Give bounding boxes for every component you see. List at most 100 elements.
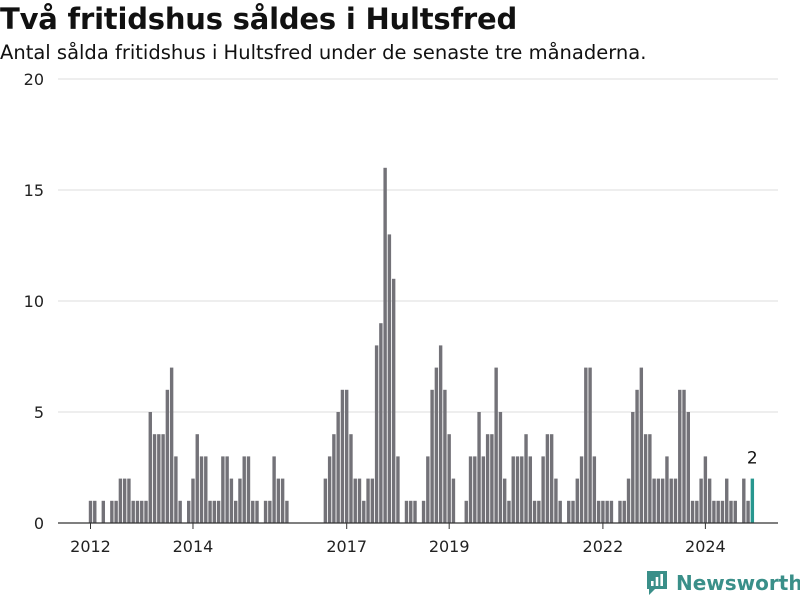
bar <box>720 500 725 523</box>
bar <box>626 478 631 523</box>
bar <box>345 389 349 523</box>
bar <box>579 456 584 523</box>
bar <box>609 500 614 523</box>
bar <box>558 500 562 523</box>
chart-title: Två fritidshus såldes i Hultsfred <box>0 2 518 36</box>
bar <box>135 500 140 523</box>
bar <box>678 389 682 523</box>
bar <box>567 500 571 523</box>
bar <box>195 434 199 523</box>
bar <box>152 434 157 523</box>
bar <box>554 478 558 523</box>
bar <box>212 500 217 523</box>
bar <box>545 434 550 523</box>
bar <box>695 500 699 523</box>
bar <box>191 478 195 523</box>
bar <box>451 478 456 523</box>
newsworthy-logo: Newsworthy <box>645 568 800 598</box>
y-tick-label: 0 <box>34 514 44 533</box>
bar <box>571 500 575 523</box>
bar <box>652 478 656 523</box>
bar <box>660 478 665 523</box>
bar <box>233 500 238 523</box>
bar <box>285 500 289 523</box>
x-tick-label: 2024 <box>685 537 726 556</box>
bar <box>665 456 669 523</box>
bar <box>157 434 161 523</box>
bar <box>575 478 579 523</box>
y-tick-label: 15 <box>24 181 44 200</box>
bar <box>131 500 135 523</box>
bar <box>272 456 276 523</box>
x-tick-label: 2022 <box>583 537 624 556</box>
bar <box>127 478 131 523</box>
bar <box>353 478 357 523</box>
bar <box>584 367 588 523</box>
bar <box>434 367 439 523</box>
bar <box>208 500 212 523</box>
bar <box>161 434 165 523</box>
bar <box>114 500 118 523</box>
newsworthy-logo-icon <box>647 571 667 595</box>
bar <box>716 500 720 523</box>
bar <box>349 434 353 523</box>
bar <box>707 478 712 523</box>
bar <box>204 456 208 523</box>
bar <box>280 478 285 523</box>
bar <box>712 500 716 523</box>
bar <box>426 456 430 523</box>
bar <box>502 478 507 523</box>
bar <box>511 456 515 523</box>
x-tick-label: 2012 <box>70 537 111 556</box>
bar <box>229 478 234 523</box>
bar <box>725 478 729 523</box>
bar <box>140 500 144 523</box>
bar <box>524 434 528 523</box>
bar <box>323 478 328 523</box>
bar <box>122 478 127 523</box>
bar <box>699 478 703 523</box>
bar <box>541 456 545 523</box>
bar <box>733 500 737 523</box>
bar <box>601 500 605 523</box>
bar <box>669 478 673 523</box>
bar <box>682 389 686 523</box>
y-tick-label: 20 <box>24 70 44 89</box>
bar <box>242 456 246 523</box>
bar <box>391 278 396 523</box>
bar <box>473 456 477 523</box>
bar <box>366 478 370 523</box>
bar <box>515 456 520 523</box>
bar <box>477 412 481 523</box>
bar <box>507 500 511 523</box>
bar <box>447 434 451 523</box>
bar <box>690 500 695 523</box>
bar <box>631 412 635 523</box>
bar <box>374 345 379 523</box>
bar <box>263 500 268 523</box>
bar <box>742 478 746 523</box>
bar <box>481 456 486 523</box>
newsworthy-logo-text: Newsworthy <box>676 571 800 595</box>
bar <box>596 500 601 523</box>
x-tick-label: 2019 <box>429 537 470 556</box>
bar <box>216 500 221 523</box>
bar <box>421 500 426 523</box>
bar <box>686 412 690 523</box>
bar <box>622 500 626 523</box>
bar <box>246 456 251 523</box>
bar <box>409 500 413 523</box>
bar <box>101 500 106 523</box>
bar <box>468 456 473 523</box>
x-tick-label: 2017 <box>326 537 367 556</box>
bar <box>639 367 644 523</box>
bar <box>703 456 708 523</box>
bar <box>537 500 541 523</box>
bar <box>110 500 114 523</box>
x-tick-label: 2014 <box>173 537 214 556</box>
bar <box>165 389 170 523</box>
y-tick-label: 5 <box>34 403 44 422</box>
bar <box>430 389 434 523</box>
bar <box>643 434 648 523</box>
bar <box>549 434 554 523</box>
